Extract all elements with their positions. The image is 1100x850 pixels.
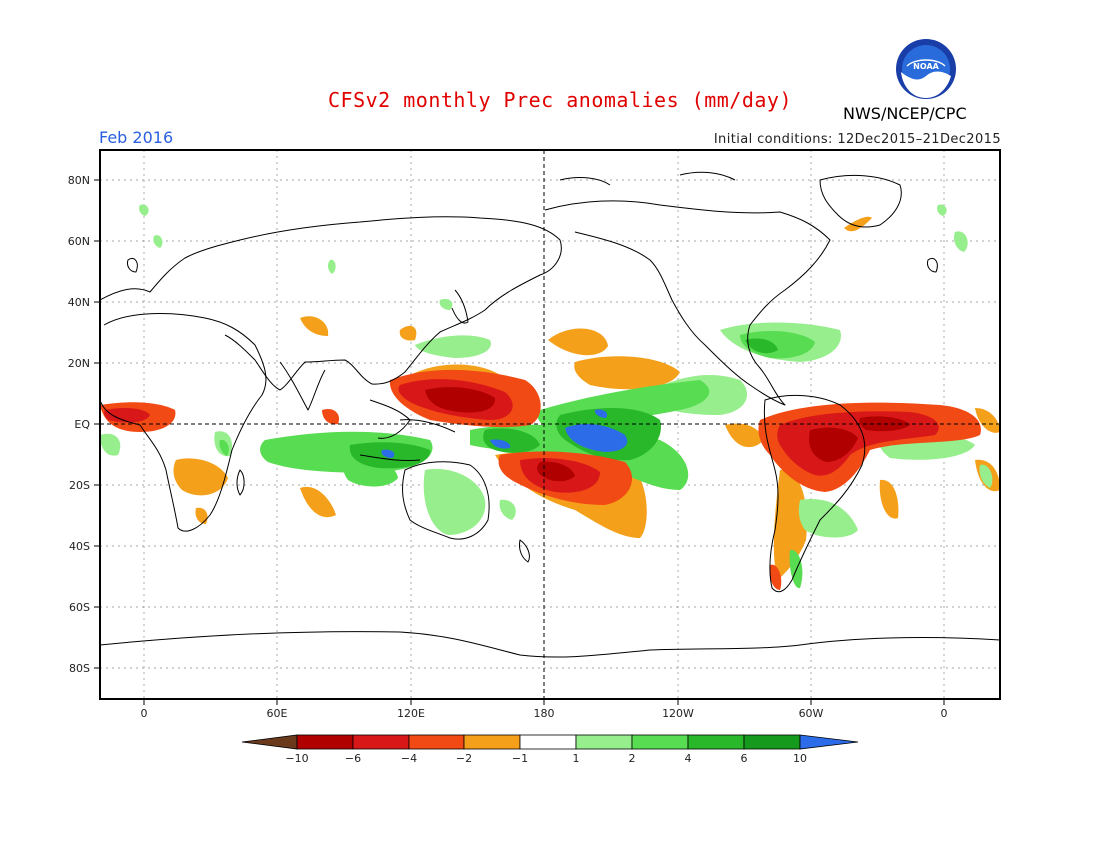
colorbar-segment-1 [296, 734, 354, 750]
colorbar-label: −4 [401, 752, 417, 765]
colorbar-label: 10 [793, 752, 807, 765]
lat-label-eq: EQ [74, 418, 90, 431]
chart-title: CFSv2 monthly Prec anomalies (mm/day) [327, 88, 793, 112]
colorbar-segment-7 [631, 734, 689, 750]
lat-label-80s: 80S [69, 662, 90, 675]
lon-label-0-east: 0 [941, 707, 948, 720]
lon-label-120w: 120W [662, 707, 694, 720]
agency-label: NWS/NCEP/CPC [843, 104, 967, 123]
colorbar-segment-9 [743, 734, 801, 750]
tick-marks [94, 179, 945, 705]
colorbar-segment-3 [408, 734, 465, 750]
lon-labels: 0 60E 120E 180 120W 60W 0 [141, 707, 948, 720]
anomaly-shading [100, 204, 1000, 590]
colorbar-segment-10 [799, 734, 859, 750]
svg-text:NOAA: NOAA [913, 62, 939, 71]
colorbar-label: −10 [285, 752, 308, 765]
lat-label-20s: 20S [69, 479, 90, 492]
lat-label-80n: 80N [68, 174, 90, 187]
colorbar-label: 1 [573, 752, 580, 765]
colorbar-segment-6 [575, 734, 633, 750]
lat-label-40n: 40N [68, 296, 90, 309]
lat-label-20n: 20N [68, 357, 90, 370]
colorbar-segment-8 [687, 734, 745, 750]
colorbar-label: −6 [345, 752, 361, 765]
initial-conditions: Initial conditions: 12Dec2015–21Dec2015 [713, 132, 1001, 147]
lat-label-60s: 60S [69, 601, 90, 614]
lat-label-40s: 40S [69, 540, 90, 553]
colorbar-segment-2 [352, 734, 410, 750]
coastlines [100, 171, 1000, 658]
colorbar-segment-5 [519, 734, 577, 750]
colorbar-label: −1 [512, 752, 528, 765]
lat-labels: 80N 60N 40N 20N EQ 20S 40S 60S 80S [68, 174, 91, 675]
lat-label-60n: 60N [68, 235, 90, 248]
lon-label-60w: 60W [799, 707, 824, 720]
colorbar-segment-4 [463, 734, 521, 750]
dry-extreme-regions [425, 387, 910, 482]
colorbar-label: 4 [685, 752, 692, 765]
wet-extreme-regions [381, 409, 628, 458]
colorbar-segment-0 [241, 734, 298, 750]
colorbar-labels: −10 −6 −4 −2 −1 1 2 4 6 10 [285, 752, 807, 765]
colorbar-label: −2 [456, 752, 472, 765]
colorbar [241, 734, 859, 750]
forecast-month: Feb 2016 [99, 128, 174, 147]
lon-label-60e: 60E [267, 707, 288, 720]
noaa-logo-icon: NOAA [896, 39, 956, 99]
colorbar-label: 2 [629, 752, 636, 765]
lon-label-120e: 120E [397, 707, 425, 720]
colorbar-label: 6 [741, 752, 748, 765]
lon-label-180: 180 [534, 707, 555, 720]
lon-label-0-west: 0 [141, 707, 148, 720]
